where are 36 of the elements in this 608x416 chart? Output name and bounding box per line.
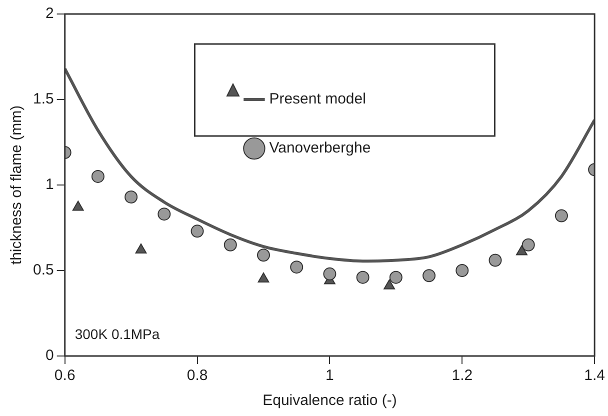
- point: [323, 267, 336, 280]
- x-tick-label: 0.6: [54, 367, 76, 384]
- point: [158, 208, 171, 221]
- point: [290, 260, 304, 274]
- point: [456, 264, 469, 277]
- point: [124, 190, 138, 204]
- point: [522, 238, 535, 252]
- line-series: [64, 67, 595, 263]
- y-tick-label: 0.5: [32, 262, 54, 279]
- y-tick-label: 2: [46, 5, 54, 22]
- x-tick-label: 1.2: [452, 367, 473, 384]
- x-tick-label: 1: [326, 367, 334, 384]
- point: [384, 279, 396, 290]
- legend-label: Present model: [269, 90, 366, 108]
- point: [257, 248, 270, 262]
- point: [554, 209, 568, 222]
- x-tick-label: 0.8: [186, 367, 208, 384]
- y-tick-label: 1: [46, 176, 54, 194]
- y-tick-label: 0: [46, 347, 54, 364]
- point: [135, 243, 147, 254]
- point: [72, 200, 84, 211]
- point: [516, 245, 528, 256]
- point: [258, 272, 270, 283]
- y-axis-title: thickness of flame (mm): [8, 105, 26, 265]
- point: [389, 270, 402, 284]
- point: [91, 170, 104, 183]
- point: [422, 269, 436, 282]
- y-tick-label: 1.5: [32, 90, 54, 108]
- legend-label: Vanoverberghe: [269, 140, 371, 157]
- point: [488, 254, 502, 267]
- point: [356, 270, 370, 284]
- point: [190, 224, 204, 238]
- annotation: 300K 0.1MPa: [74, 326, 160, 342]
- x-axis-title: Equivalence ratio (-): [262, 392, 397, 410]
- x-tick-label: 1.4: [584, 367, 606, 384]
- point: [224, 238, 237, 252]
